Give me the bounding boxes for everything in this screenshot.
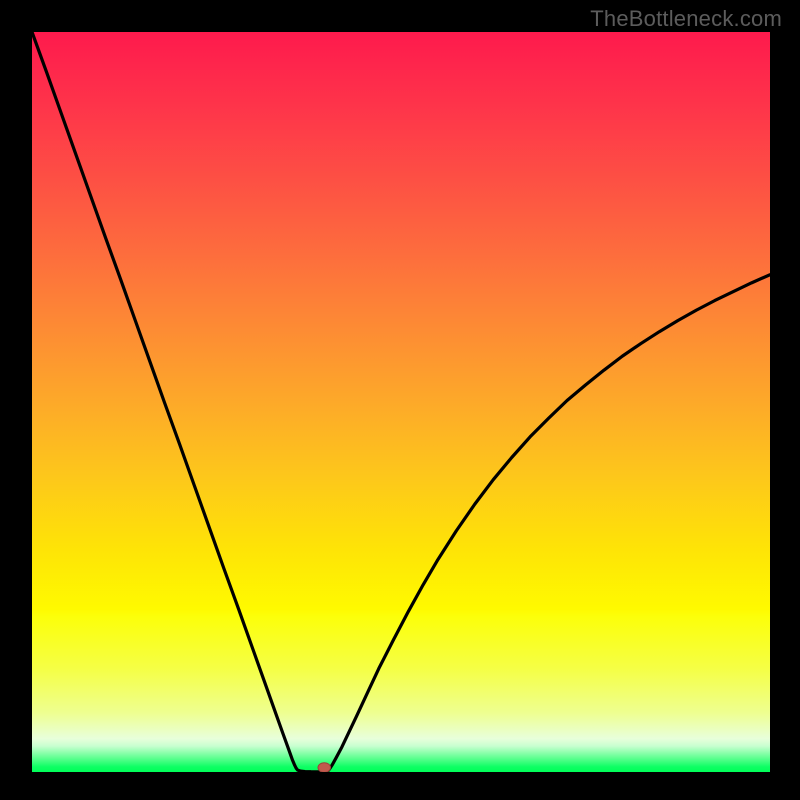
- chart-background: [32, 32, 770, 772]
- chart-plot-area: [32, 32, 770, 772]
- chart-svg: [32, 32, 770, 772]
- watermark-text: TheBottleneck.com: [590, 6, 782, 32]
- optimum-marker: [318, 763, 331, 772]
